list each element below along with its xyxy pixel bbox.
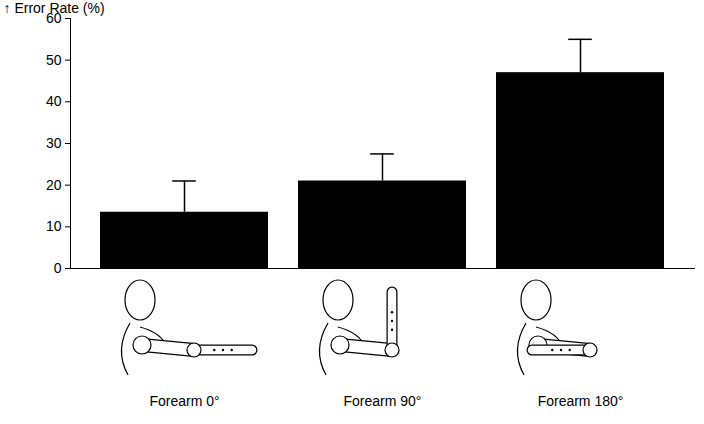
- svg-text:30: 30: [46, 135, 62, 151]
- svg-text:10: 10: [46, 218, 62, 234]
- svg-text:60: 60: [45, 10, 62, 26]
- svg-text:Forearm 90°: Forearm 90°: [344, 393, 422, 409]
- svg-text:Forearm 180°: Forearm 180°: [538, 393, 624, 409]
- svg-text:Forearm 0°: Forearm 0°: [149, 393, 219, 409]
- svg-text:40: 40: [46, 93, 62, 109]
- svg-text:↑ Error Rate (%): ↑ Error Rate (%): [4, 0, 105, 16]
- svg-text:50: 50: [46, 52, 62, 68]
- svg-text:20: 20: [46, 177, 62, 193]
- svg-text:0: 0: [54, 260, 62, 276]
